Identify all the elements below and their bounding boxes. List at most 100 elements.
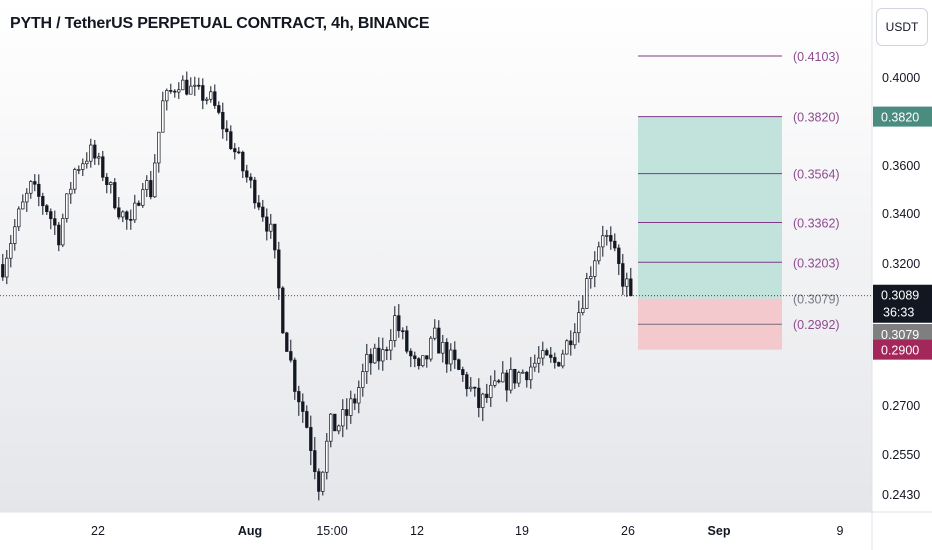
candle[interactable] xyxy=(209,86,213,103)
candle[interactable] xyxy=(121,210,125,223)
candle[interactable] xyxy=(17,206,21,231)
candle[interactable] xyxy=(457,358,461,371)
candle[interactable] xyxy=(609,226,613,250)
candle[interactable] xyxy=(545,348,549,356)
candle[interactable] xyxy=(321,471,325,496)
candle[interactable] xyxy=(61,213,65,248)
candle[interactable] xyxy=(421,355,425,368)
candle[interactable] xyxy=(561,349,565,369)
candle[interactable] xyxy=(541,341,545,366)
candle[interactable] xyxy=(205,96,209,105)
candle[interactable] xyxy=(257,195,261,211)
candle[interactable] xyxy=(157,131,161,173)
candle[interactable] xyxy=(365,343,369,384)
candle[interactable] xyxy=(441,334,445,363)
candle[interactable] xyxy=(353,393,357,410)
candle[interactable] xyxy=(461,366,465,382)
candle[interactable] xyxy=(581,295,585,316)
candle[interactable] xyxy=(33,174,37,192)
candle[interactable] xyxy=(137,200,141,207)
candle[interactable] xyxy=(45,204,49,215)
target-zone[interactable] xyxy=(638,116,782,299)
candle[interactable] xyxy=(329,413,333,448)
candle[interactable] xyxy=(357,380,361,414)
candle[interactable] xyxy=(161,91,165,133)
candle[interactable] xyxy=(213,84,217,109)
candle[interactable] xyxy=(237,147,241,155)
candle[interactable] xyxy=(417,357,421,370)
candle[interactable] xyxy=(493,370,497,388)
candle[interactable] xyxy=(145,175,149,197)
candle[interactable] xyxy=(221,102,225,139)
candle[interactable] xyxy=(309,415,313,466)
candle[interactable] xyxy=(533,354,537,372)
candle[interactable] xyxy=(481,392,485,422)
candle[interactable] xyxy=(597,241,601,265)
candle[interactable] xyxy=(585,272,589,309)
candle[interactable] xyxy=(513,368,517,389)
candle[interactable] xyxy=(169,83,173,94)
candle[interactable] xyxy=(373,343,377,364)
candle[interactable] xyxy=(405,325,409,354)
candle[interactable] xyxy=(385,346,389,361)
candle[interactable] xyxy=(153,154,157,199)
candle[interactable] xyxy=(557,361,561,367)
candle[interactable] xyxy=(629,267,633,297)
candle[interactable] xyxy=(189,77,193,95)
candle[interactable] xyxy=(65,193,69,223)
candle[interactable] xyxy=(577,300,581,343)
candle[interactable] xyxy=(297,385,301,416)
candle[interactable] xyxy=(229,125,233,150)
candle[interactable] xyxy=(501,361,505,383)
candle[interactable] xyxy=(445,338,449,373)
candle[interactable] xyxy=(361,363,365,397)
candle[interactable] xyxy=(113,178,117,210)
candle[interactable] xyxy=(617,244,621,276)
candle[interactable] xyxy=(505,369,509,402)
candle[interactable] xyxy=(437,320,441,354)
candle[interactable] xyxy=(317,468,321,501)
candle[interactable] xyxy=(41,192,45,215)
candle[interactable] xyxy=(49,208,53,230)
candle[interactable] xyxy=(129,209,133,230)
candle[interactable] xyxy=(593,251,597,288)
candle[interactable] xyxy=(409,348,413,368)
candle[interactable] xyxy=(589,266,593,289)
candle[interactable] xyxy=(201,78,205,110)
candle[interactable] xyxy=(193,76,197,96)
candle[interactable] xyxy=(89,138,93,168)
candle[interactable] xyxy=(509,357,513,394)
candle[interactable] xyxy=(141,182,145,208)
candle[interactable] xyxy=(21,194,25,210)
candle[interactable] xyxy=(469,377,473,392)
candle[interactable] xyxy=(185,71,189,96)
candle[interactable] xyxy=(605,229,609,246)
candle[interactable] xyxy=(613,233,617,252)
candle[interactable] xyxy=(197,77,201,90)
candle[interactable] xyxy=(413,351,417,368)
candle[interactable] xyxy=(293,357,297,400)
candle[interactable] xyxy=(489,375,493,407)
candle[interactable] xyxy=(285,331,289,352)
candle[interactable] xyxy=(133,194,137,223)
candle[interactable] xyxy=(269,213,273,239)
candle[interactable] xyxy=(253,176,257,209)
candle[interactable] xyxy=(529,356,533,389)
candle[interactable] xyxy=(165,88,169,111)
candle[interactable] xyxy=(537,346,541,373)
candle[interactable] xyxy=(553,352,557,369)
candle[interactable] xyxy=(497,378,501,384)
candle[interactable] xyxy=(465,371,469,397)
candle[interactable] xyxy=(181,75,185,91)
candle[interactable] xyxy=(265,208,269,241)
candle[interactable] xyxy=(249,173,253,189)
candle[interactable] xyxy=(281,286,285,334)
candle[interactable] xyxy=(337,424,341,435)
candle[interactable] xyxy=(5,250,9,285)
candle[interactable] xyxy=(173,89,177,98)
candle[interactable] xyxy=(125,210,129,230)
candle[interactable] xyxy=(393,306,397,348)
candle[interactable] xyxy=(397,304,401,338)
candle[interactable] xyxy=(77,165,81,175)
